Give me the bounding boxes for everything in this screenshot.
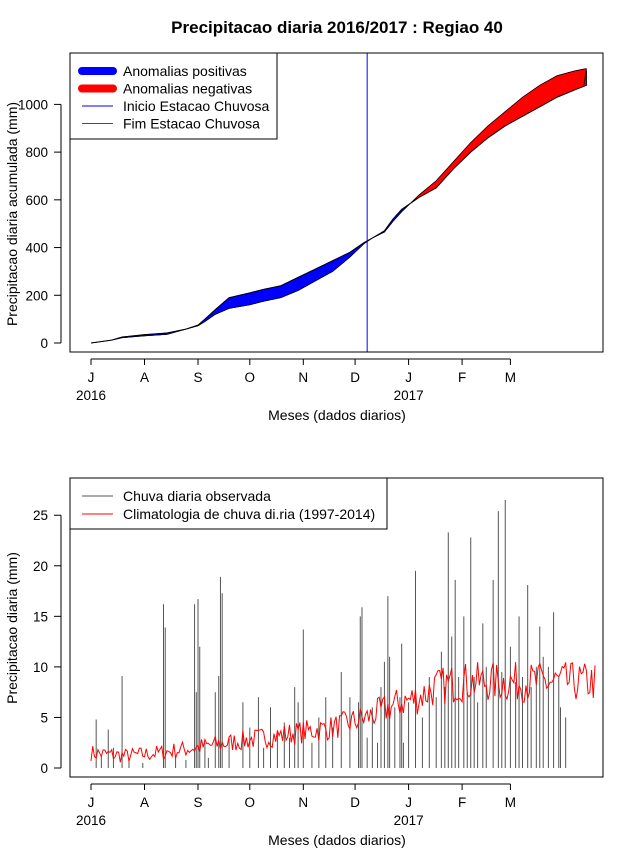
month-tick-label: J	[88, 370, 95, 385]
month-tick-label: O	[245, 370, 256, 385]
year-tick-label: 2017	[394, 388, 424, 403]
y-tick-label: 25	[33, 508, 48, 523]
cumulative-precip-panel: 0 200 400 600 800 1000 J A S O N D J F M 2016 2017 Mese…	[4, 53, 603, 423]
month-tick-label: A	[140, 370, 149, 385]
legend-label: Inicio Estacao Chuvosa	[123, 98, 270, 114]
legend-label: Chuva diaria observada	[123, 488, 271, 504]
y-tick-label: 0	[40, 336, 48, 351]
year-tick-label: 2016	[76, 813, 106, 828]
legend-label: Anomalias negativas	[123, 81, 252, 97]
year-tick-label: 2016	[76, 388, 106, 403]
legend: Chuva diaria observada Climatologia de ch…	[70, 478, 387, 529]
month-tick-label: J	[405, 795, 412, 810]
y-tick-label: 1000	[18, 97, 48, 112]
month-tick-label: N	[298, 795, 308, 810]
month-tick-label: O	[245, 795, 256, 810]
y-axis-label: Precipitacao diaria acumulada (mm)	[4, 102, 20, 326]
year-tick-label: 2017	[394, 813, 424, 828]
observed-daily-bars	[96, 500, 565, 768]
legend: Anomalias positivas Anomalias negativasIn…	[70, 53, 277, 139]
legend-label: Climatologia de chuva di.ria (1997-2014)	[123, 506, 375, 522]
legend-label: Fim Estacao Chuvosa	[123, 116, 260, 132]
daily-precip-panel: 0 5 10 15 20 25 J A S O N D J F M 2016 2017 Meses (dado…	[4, 478, 603, 848]
month-tick-label: D	[350, 370, 360, 385]
month-tick-label: F	[458, 370, 466, 385]
y-axis: 0 5 10 15 20 25	[33, 508, 61, 776]
y-tick-label: 400	[25, 241, 48, 256]
y-tick-label: 20	[33, 559, 48, 574]
x-axis-label: Meses (dados diarios)	[268, 407, 406, 423]
y-tick-label: 800	[25, 145, 48, 160]
month-tick-label: M	[505, 795, 516, 810]
figure-title: Precipitacao diaria 2016/2017 : Regiao 4…	[171, 18, 503, 37]
month-tick-label: M	[505, 370, 516, 385]
month-tick-label: S	[194, 370, 203, 385]
x-axis: J A S O N D J F M 2016 2017	[76, 784, 516, 828]
month-tick-label: N	[298, 370, 308, 385]
month-tick-label: S	[194, 795, 203, 810]
y-axis: 0 200 400 600 800 1000	[18, 97, 61, 351]
y-tick-label: 10	[33, 660, 48, 675]
month-tick-label: J	[88, 795, 95, 810]
month-tick-label: D	[350, 795, 360, 810]
y-tick-label: 0	[40, 761, 48, 776]
y-tick-label: 600	[25, 193, 48, 208]
legend-label: Anomalias positivas	[123, 63, 247, 79]
month-tick-label: F	[458, 795, 466, 810]
month-tick-label: J	[405, 370, 412, 385]
y-tick-label: 15	[33, 609, 48, 624]
x-axis: J A S O N D J F M 2016 2017	[76, 359, 516, 403]
y-tick-label: 5	[40, 710, 48, 725]
month-tick-label: A	[140, 795, 149, 810]
x-axis-label: Meses (dados diarios)	[268, 832, 406, 848]
y-tick-label: 200	[25, 288, 48, 303]
y-axis-label: Precipitacao diaria (mm)	[4, 552, 20, 704]
